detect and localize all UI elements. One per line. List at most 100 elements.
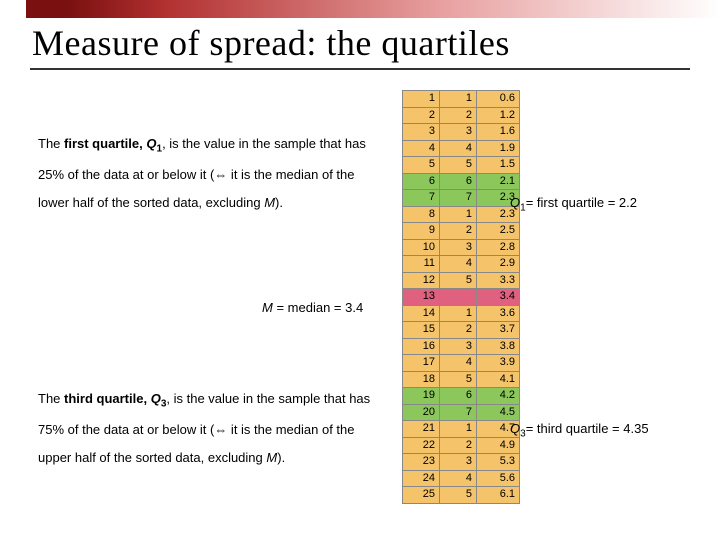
cell-count: 5 [440,272,477,289]
median-label: M = median = 3.4 [262,300,363,315]
cell-count: 4 [440,470,477,487]
cell-value: 4.5 [477,404,520,421]
cell-index: 18 [403,371,440,388]
q3-annotation: Q3= third quartile = 4.35 [510,421,649,440]
cell-value: 5.6 [477,470,520,487]
table-row: 2114.7 [403,421,520,438]
cell-index: 16 [403,338,440,355]
table-row: 812.3 [403,206,520,223]
cell-count: 4 [440,140,477,157]
cell-value: 0.6 [477,91,520,108]
cell-count: 1 [440,421,477,438]
cell-value: 2.5 [477,223,520,240]
cell-index: 8 [403,206,440,223]
table-row: 551.5 [403,157,520,174]
cell-count: 6 [440,173,477,190]
cell-index: 14 [403,305,440,322]
cell-count: 1 [440,206,477,223]
cell-value: 2.8 [477,239,520,256]
cell-value: 3.6 [477,305,520,322]
table-row: 1142.9 [403,256,520,273]
cell-index: 9 [403,223,440,240]
cell-index: 10 [403,239,440,256]
cell-count: 5 [440,487,477,504]
table-row: 110.6 [403,91,520,108]
cell-count: 7 [440,190,477,207]
cell-count: 4 [440,355,477,372]
table-row: 662.1 [403,173,520,190]
cell-value: 3.9 [477,355,520,372]
cell-index: 15 [403,322,440,339]
cell-index: 25 [403,487,440,504]
cell-count: 3 [440,239,477,256]
header-accent-bar [26,0,720,18]
slide: Measure of spread: the quartiles The fir… [0,0,720,540]
cell-value: 6.1 [477,487,520,504]
title-underline [30,68,690,70]
cell-count: 3 [440,124,477,141]
cell-index: 17 [403,355,440,372]
table-row: 2556.1 [403,487,520,504]
cell-value: 2.1 [477,173,520,190]
paragraph-first-quartile: The first quartile, Q1, is the value in … [38,130,378,218]
table-row: 1253.3 [403,272,520,289]
cell-index: 19 [403,388,440,405]
table-row: 772.3 [403,190,520,207]
cell-value: 2.9 [477,256,520,273]
cell-index: 13 [403,289,440,306]
table-row: 1633.8 [403,338,520,355]
cell-index: 24 [403,470,440,487]
table-row: 1032.8 [403,239,520,256]
cell-count: 3 [440,454,477,471]
cell-count: 3 [440,338,477,355]
table-row: 922.5 [403,223,520,240]
cell-index: 7 [403,190,440,207]
cell-index: 2 [403,107,440,124]
cell-index: 1 [403,91,440,108]
paragraph-third-quartile: The third quartile, Q3, is the value in … [38,385,378,473]
cell-count: 1 [440,91,477,108]
cell-value: 3.3 [477,272,520,289]
cell-count: 5 [440,371,477,388]
cell-index: 6 [403,173,440,190]
cell-value: 1.2 [477,107,520,124]
cell-index: 11 [403,256,440,273]
cell-index: 3 [403,124,440,141]
table-row: 441.9 [403,140,520,157]
cell-value: 3.8 [477,338,520,355]
cell-count: 5 [440,157,477,174]
q1-annotation: Q1= first quartile = 2.2 [510,195,637,214]
cell-count: 2 [440,437,477,454]
cell-count: 6 [440,388,477,405]
table-row: 133.4 [403,289,520,306]
cell-index: 5 [403,157,440,174]
cell-index: 20 [403,404,440,421]
table-row: 331.6 [403,124,520,141]
cell-index: 22 [403,437,440,454]
cell-index: 4 [403,140,440,157]
table-row: 1413.6 [403,305,520,322]
cell-value: 3.7 [477,322,520,339]
cell-value: 1.6 [477,124,520,141]
data-table: 110.6221.2331.6441.9551.5662.1772.3812.3… [402,90,520,504]
table-row: 2074.5 [403,404,520,421]
table-row: 1523.7 [403,322,520,339]
cell-count: 4 [440,256,477,273]
cell-value: 3.4 [477,289,520,306]
cell-count: 2 [440,322,477,339]
cell-count [440,289,477,306]
slide-title: Measure of spread: the quartiles [32,22,510,64]
cell-value: 4.2 [477,388,520,405]
table-row: 2224.9 [403,437,520,454]
table-row: 1743.9 [403,355,520,372]
cell-value: 1.5 [477,157,520,174]
cell-index: 21 [403,421,440,438]
table-row: 221.2 [403,107,520,124]
table-row: 1964.2 [403,388,520,405]
table-row: 2445.6 [403,470,520,487]
cell-index: 23 [403,454,440,471]
cell-index: 12 [403,272,440,289]
table-row: 1854.1 [403,371,520,388]
cell-count: 2 [440,107,477,124]
cell-value: 4.1 [477,371,520,388]
